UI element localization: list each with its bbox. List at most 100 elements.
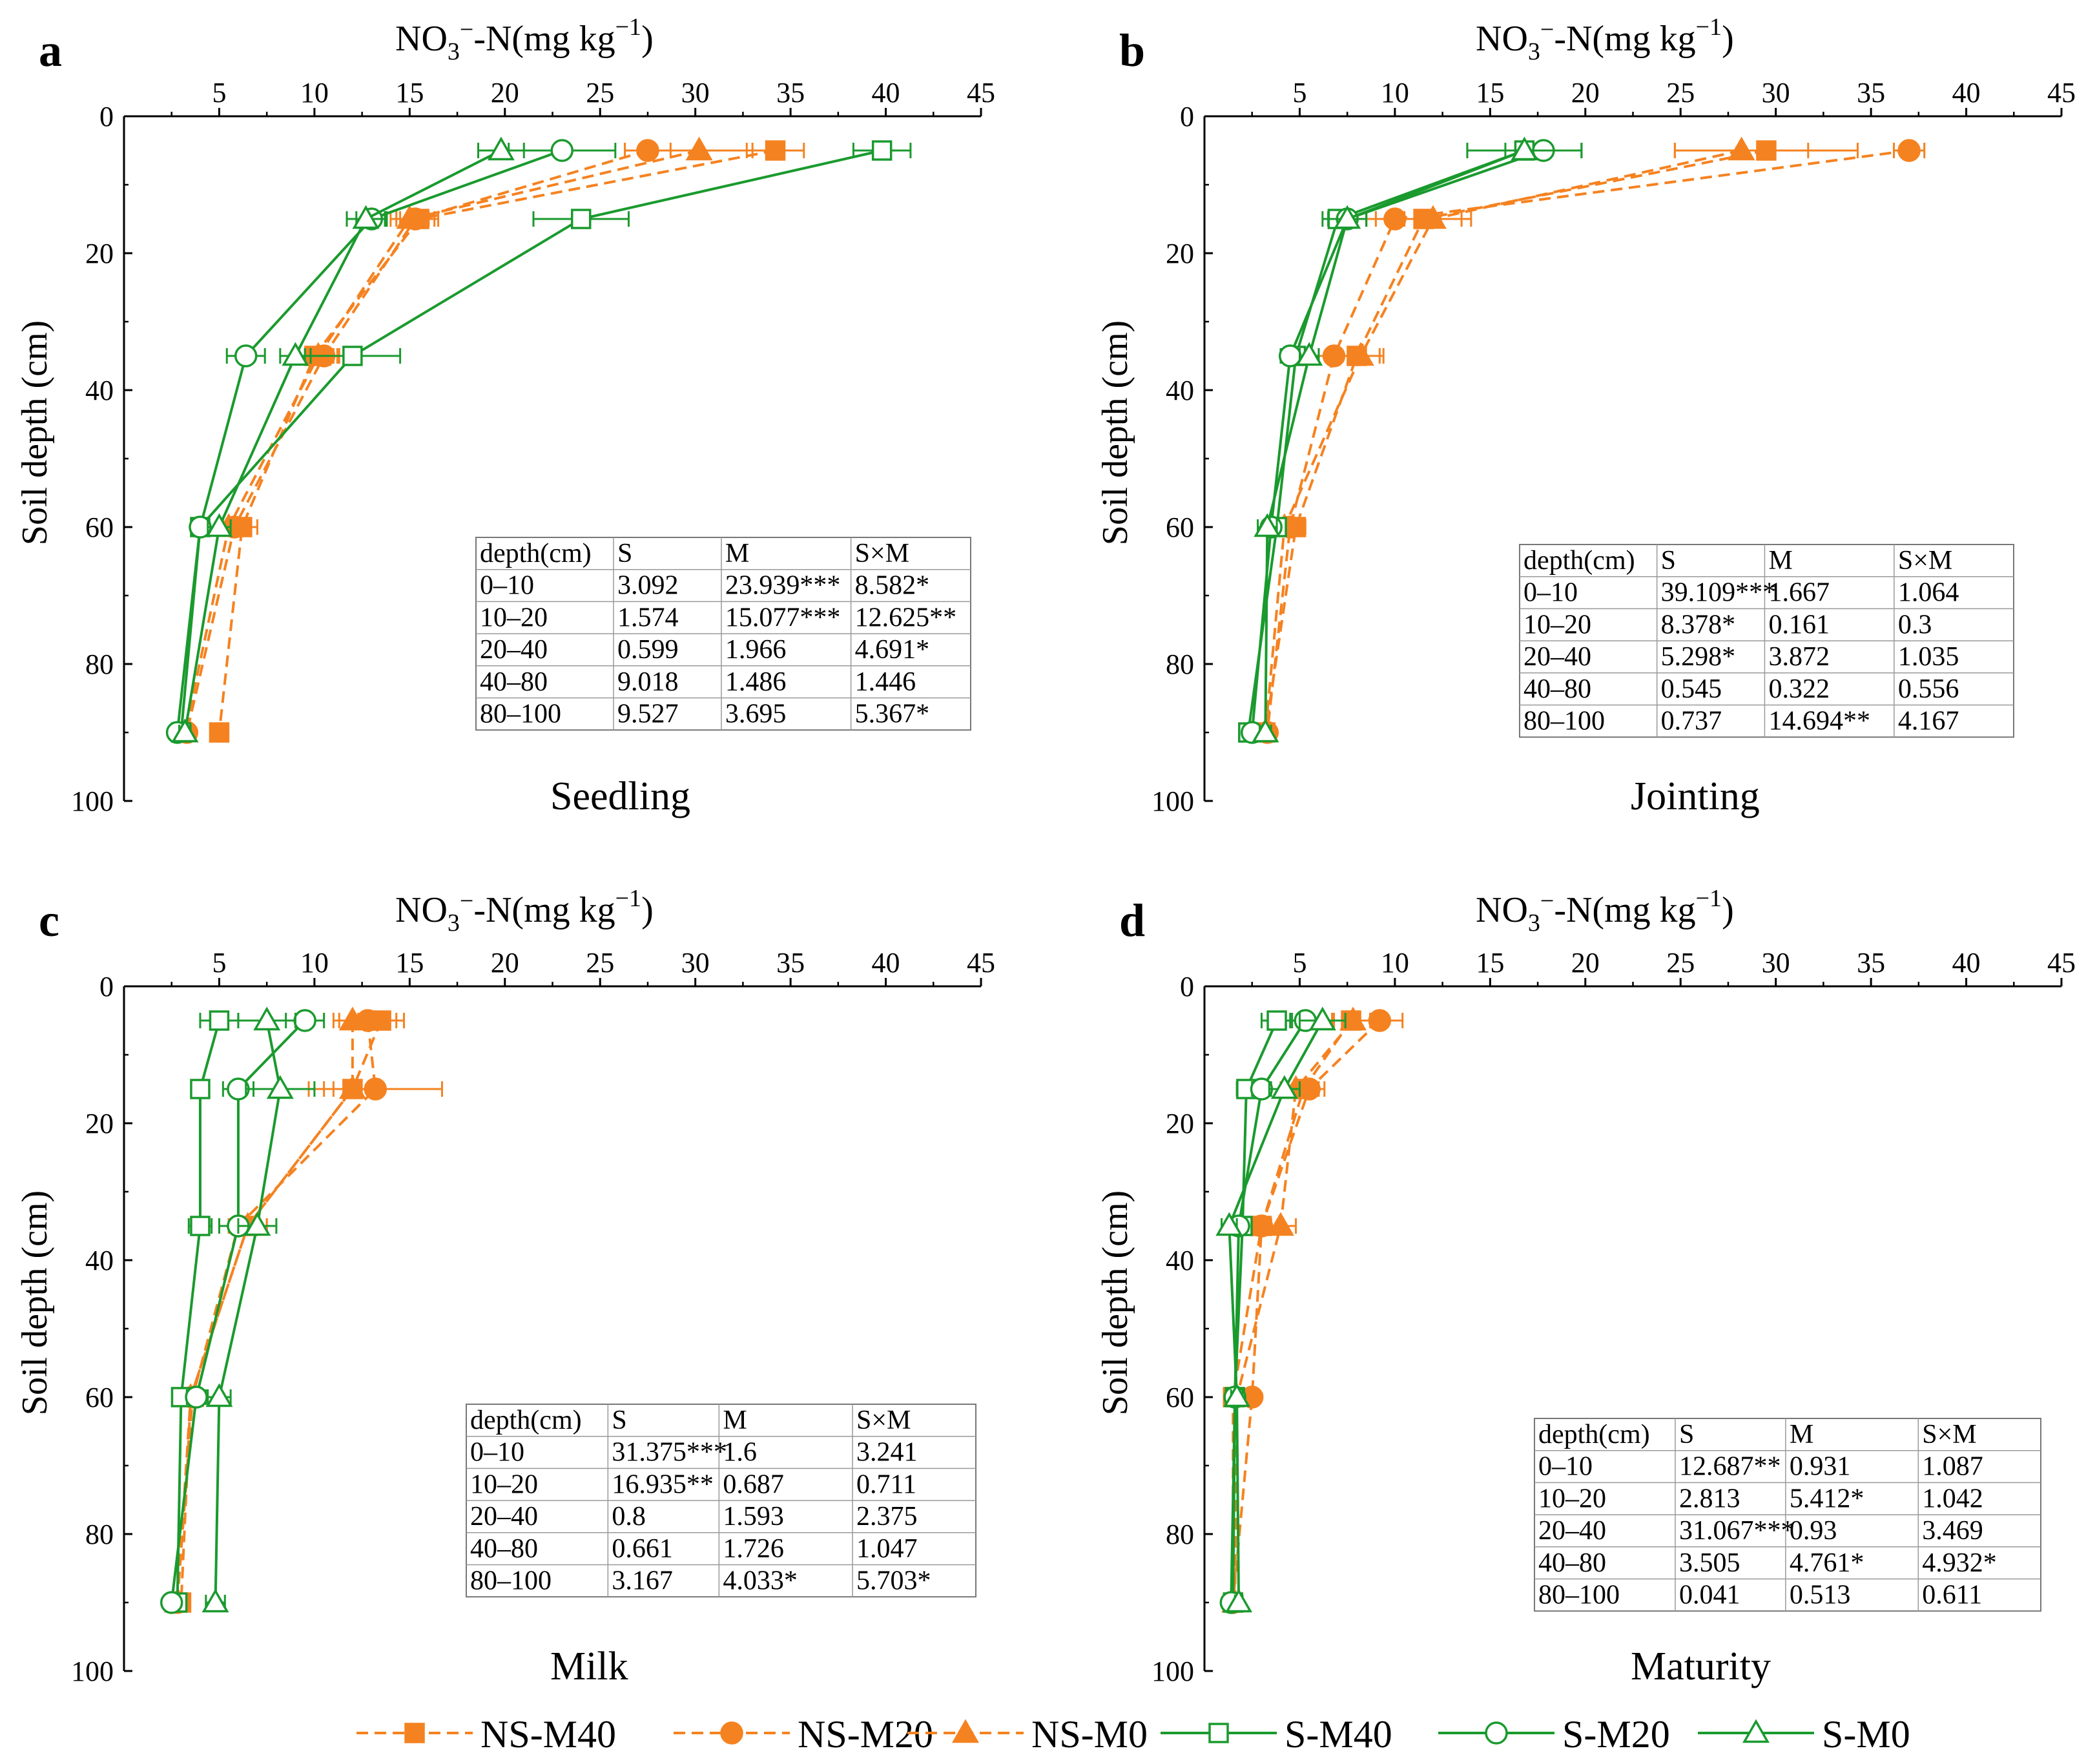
stats-cell: 4.691*: [855, 635, 930, 665]
y-tick-label: 40: [85, 375, 114, 406]
stats-header-cell: M: [723, 1406, 747, 1435]
x-tick-label: 40: [1952, 77, 1981, 109]
stats-cell: 39.109***: [1661, 578, 1777, 608]
data-point: [253, 1006, 281, 1031]
stats-header-cell: M: [1790, 1420, 1813, 1449]
x-tick-label: 45: [2047, 947, 2076, 979]
series-S-M0: [1252, 136, 1583, 743]
stats-cell: 40–80: [1523, 674, 1591, 704]
y-tick-label: 40: [1166, 375, 1194, 406]
legend-marker: [404, 1723, 425, 1743]
stats-cell: 5.412*: [1790, 1484, 1864, 1513]
stats-cell: 0.611: [1922, 1581, 1982, 1610]
legend-label: S-M20: [1562, 1713, 1670, 1756]
x-tick-label: 10: [300, 77, 329, 109]
data-point: [266, 1075, 294, 1099]
stats-header-cell: S×M: [1898, 546, 1952, 576]
stats-cell: 10–20: [1523, 610, 1591, 639]
panel-a: 5 10 15 20 25 30 35 40 45 0 20 40 60 80 100 NO3−-N(mg k…: [15, 14, 995, 818]
stats-header-cell: depth(cm): [470, 1406, 582, 1435]
y-ticks: 0 20 40 60 80 100: [71, 971, 132, 1687]
data-point: [1383, 207, 1407, 231]
data-point: [352, 205, 380, 229]
series-S-M0: [1215, 1006, 1347, 1613]
data-point: [243, 1212, 271, 1236]
panel-letter: c: [39, 895, 59, 946]
x-axis-title: NO3−-N(mg kg−1): [1476, 885, 1734, 937]
x-axis-title-part: NO: [1476, 890, 1528, 930]
stats-cell: 3.695: [725, 700, 787, 729]
stats-header-cell: S×M: [855, 539, 909, 568]
x-tick-label: 10: [300, 947, 329, 979]
y-tick-label: 80: [85, 1519, 114, 1550]
stats-cell: 3.167: [612, 1566, 673, 1596]
stats-cell: 0–10: [480, 571, 534, 601]
y-axis-title: Soil depth (cm): [1095, 320, 1135, 545]
x-tick-label: 20: [491, 947, 519, 979]
stats-cell: 20–40: [1523, 642, 1591, 672]
y-tick-label: 60: [1166, 512, 1194, 543]
data-point: [190, 1216, 211, 1236]
stats-header-cell: depth(cm): [1538, 1420, 1650, 1449]
x-tick-label: 40: [1952, 947, 1981, 979]
x-axis-title-part: -N(mg kg: [473, 19, 615, 59]
x-axis-title-part: -N(mg kg: [473, 890, 615, 930]
stage-label: Maturity: [1631, 1645, 1771, 1688]
y-tick-label: 80: [1166, 1519, 1194, 1550]
stats-cell: 31.375***: [612, 1438, 727, 1468]
stats-header-cell: S: [617, 539, 632, 568]
stats-cell: 40–80: [1538, 1548, 1606, 1578]
legend-marker: [1742, 1719, 1770, 1743]
legend-label: NS-M0: [1031, 1713, 1148, 1756]
x-tick-label: 15: [395, 947, 424, 979]
y-tick-label: 60: [85, 1382, 114, 1413]
x-tick-label: 20: [1571, 947, 1600, 979]
x-ticks: 5 10 15 20 25 30 35 40 45: [1251, 947, 2076, 986]
stats-cell: 1.966: [725, 635, 787, 665]
stats-cell: 0–10: [470, 1438, 524, 1468]
x-tick-label: 5: [212, 947, 226, 979]
x-axis-title-part: -N(mg kg: [1554, 19, 1695, 59]
x-tick-label: 25: [586, 947, 614, 979]
panel-letter: a: [39, 25, 62, 76]
series-S-M40: [167, 1010, 240, 1613]
panel-letter: d: [1119, 895, 1145, 946]
y-tick-label: 20: [85, 238, 114, 269]
data-point: [293, 1009, 316, 1032]
data-point: [304, 342, 332, 366]
legend-label: S-M40: [1285, 1713, 1392, 1756]
x-tick-label: 25: [1666, 947, 1695, 979]
x-ticks: 5 10 15 20 25 30 35 40 45: [170, 947, 995, 986]
x-tick-label: 35: [776, 947, 805, 979]
stats-cell: 0.322: [1768, 674, 1830, 704]
stats-cell: 10–20: [1538, 1484, 1606, 1513]
y-tick-label: 80: [1166, 649, 1194, 680]
y-tick-label: 100: [1151, 1655, 1194, 1687]
stats-cell: 80–100: [480, 700, 561, 729]
x-axis-title-part: −1: [1696, 885, 1722, 912]
stats-cell: 16.935**: [612, 1469, 714, 1499]
stats-cell: 0.545: [1661, 674, 1722, 704]
stats-cell: 8.582*: [855, 571, 930, 601]
y-tick-label: 100: [71, 785, 114, 817]
stats-header-cell: S×M: [856, 1406, 911, 1435]
x-tick-label: 20: [491, 77, 519, 109]
data-point: [1215, 1212, 1243, 1236]
x-tick-label: 40: [872, 77, 900, 109]
stats-cell: 0.513: [1790, 1581, 1851, 1610]
data-point: [338, 1006, 366, 1031]
stats-cell: 1.6: [723, 1438, 757, 1468]
data-point: [1339, 1006, 1367, 1031]
stats-cell: 1.667: [1768, 578, 1830, 608]
x-tick-label: 35: [1857, 77, 1885, 109]
data-point: [342, 346, 363, 366]
stats-cell: 1.574: [617, 603, 679, 632]
x-axis-title: NO3−-N(mg kg−1): [395, 14, 654, 65]
stats-cell: 3.505: [1679, 1548, 1740, 1578]
data-point: [1419, 205, 1447, 229]
x-tick-label: 30: [681, 947, 710, 979]
data-point: [487, 136, 515, 161]
legend-item-S-M40: S-M40: [1161, 1713, 1392, 1756]
y-tick-label: 20: [1166, 1108, 1194, 1139]
y-tick-label: 20: [85, 1108, 114, 1139]
